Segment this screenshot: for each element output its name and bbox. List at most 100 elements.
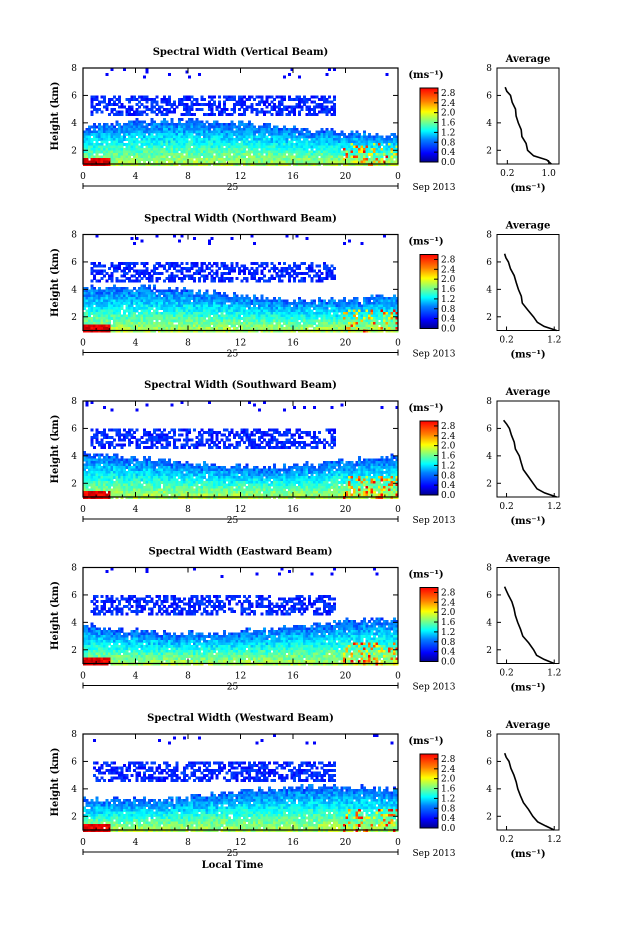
profile-x-label: (ms⁻¹) bbox=[510, 183, 545, 194]
profile-y-tick-label: 4 bbox=[486, 119, 492, 129]
colorbar-tick-label: 2.8 bbox=[441, 255, 456, 265]
profile-y-tick-label: 6 bbox=[486, 757, 492, 767]
y-tick-label: 4 bbox=[71, 785, 77, 795]
x-tick-label: 8 bbox=[185, 505, 191, 515]
x-axis-label: Local Time bbox=[202, 860, 264, 871]
x-tick-label: 20 bbox=[340, 672, 352, 682]
profile-x-label: (ms⁻¹) bbox=[510, 683, 545, 694]
colorbar bbox=[419, 254, 439, 329]
profile-x-tick-label: 1.2 bbox=[547, 336, 561, 346]
colorbar-tick-label: 0.0 bbox=[441, 658, 456, 668]
profile-line bbox=[502, 419, 557, 498]
date-label: Sep 2013 bbox=[412, 350, 455, 360]
colorbar-tick-label: 0.8 bbox=[441, 138, 456, 148]
profile-frame bbox=[496, 67, 560, 165]
colorbar-tick-label: 0.4 bbox=[441, 481, 456, 491]
x-tick-label: 8 bbox=[185, 838, 191, 848]
profile-title: Average bbox=[505, 554, 551, 565]
y-tick-label: 4 bbox=[71, 618, 77, 628]
y-tick-label: 6 bbox=[71, 91, 77, 101]
x-tick-label: 12 bbox=[235, 672, 246, 682]
x-tick-label: 4 bbox=[133, 505, 139, 515]
x-tick-label: 8 bbox=[185, 339, 191, 349]
profile-y-tick-label: 4 bbox=[486, 285, 492, 295]
y-tick-label: 2 bbox=[71, 812, 77, 822]
profile-y-tick-label: 6 bbox=[486, 424, 492, 434]
date-label: Sep 2013 bbox=[412, 516, 455, 526]
profile-title: Average bbox=[505, 221, 551, 232]
x-tick-label: 0 bbox=[80, 672, 86, 682]
x-tick-label: 0 bbox=[80, 339, 86, 349]
y-axis-label: Height (km) bbox=[50, 748, 61, 817]
x-tick-label: 12 bbox=[235, 172, 246, 182]
x-tick-label: 4 bbox=[133, 172, 139, 182]
colorbar-tick-label: 0.8 bbox=[441, 305, 456, 315]
y-tick-label: 6 bbox=[71, 258, 77, 268]
y-tick-label: 4 bbox=[71, 285, 77, 295]
colorbar-tick-label: 2.4 bbox=[441, 765, 456, 775]
colorbar-tick-label: 0.0 bbox=[441, 325, 456, 335]
day-label: 25 bbox=[227, 849, 239, 859]
colorbar-tick-label: 0.8 bbox=[441, 471, 456, 481]
y-tick-label: 2 bbox=[71, 313, 77, 323]
y-tick-label: 8 bbox=[71, 231, 77, 241]
profile-frame bbox=[496, 567, 560, 664]
profile-y-tick-label: 6 bbox=[486, 91, 492, 101]
colorbar bbox=[419, 87, 439, 163]
date-label: Sep 2013 bbox=[412, 849, 455, 859]
profile-line bbox=[504, 86, 552, 165]
colorbar-tick-label: 0.0 bbox=[441, 491, 456, 501]
colorbar-tick-label: 2.4 bbox=[441, 265, 456, 275]
x-tick-label: 0 bbox=[395, 172, 401, 182]
colorbar bbox=[419, 753, 439, 829]
profile-y-tick-label: 2 bbox=[486, 313, 492, 323]
colorbar-tick-label: 1.2 bbox=[441, 128, 455, 138]
y-tick-label: 6 bbox=[71, 424, 77, 434]
colorbar-tick-label: 0.4 bbox=[441, 648, 456, 658]
x-tick-label: 0 bbox=[395, 339, 401, 349]
colorbar-tick-label: 0.8 bbox=[441, 804, 456, 814]
x-tick-label: 0 bbox=[80, 172, 86, 182]
profile-y-tick-label: 2 bbox=[486, 646, 492, 656]
x-tick-label: 16 bbox=[287, 172, 299, 182]
y-tick-label: 4 bbox=[71, 119, 77, 129]
profile-title: Average bbox=[505, 720, 551, 731]
colorbar bbox=[419, 587, 439, 662]
colorbar-tick-label: 2.4 bbox=[441, 99, 456, 109]
profile-x-tick-label: 0.2 bbox=[499, 336, 513, 346]
profile-y-tick-label: 8 bbox=[486, 730, 492, 740]
colorbar-tick-label: 0.0 bbox=[441, 158, 456, 168]
heatmap-cells bbox=[83, 68, 399, 166]
panel-2: Spectral Width (Southward Beam)0 4 8 12 16 20… bbox=[50, 380, 561, 527]
profile-x-tick-label: 1.0 bbox=[542, 169, 557, 179]
date-label: Sep 2013 bbox=[412, 183, 455, 193]
colorbar-tick-label: 1.6 bbox=[441, 452, 456, 462]
y-tick-label: 8 bbox=[71, 64, 77, 74]
x-tick-label: 20 bbox=[340, 505, 352, 515]
colorbar-unit: (ms⁻¹) bbox=[408, 237, 443, 248]
colorbar-tick-label: 0.4 bbox=[441, 315, 456, 325]
profile-line bbox=[503, 253, 557, 332]
panel-0: Spectral Width (Vertical Beam)0 4 8 12 16 20 0… bbox=[50, 47, 560, 194]
x-tick-label: 0 bbox=[80, 838, 86, 848]
x-tick-label: 16 bbox=[287, 672, 299, 682]
x-tick-label: 16 bbox=[287, 505, 299, 515]
x-tick-label: 4 bbox=[133, 838, 139, 848]
colorbar-tick-label: 1.6 bbox=[441, 785, 456, 795]
panel-title: Spectral Width (Southward Beam) bbox=[144, 380, 337, 391]
profile-frame bbox=[496, 400, 560, 498]
colorbar-tick-label: 2.4 bbox=[441, 598, 456, 608]
x-tick-label: 20 bbox=[340, 339, 352, 349]
profile-x-tick-label: 1.2 bbox=[547, 669, 561, 679]
panel-title: Spectral Width (Northward Beam) bbox=[144, 214, 337, 225]
panel-4: Spectral Width (Westward Beam)0 4 8 12 16 20 0… bbox=[50, 713, 561, 871]
x-tick-label: 0 bbox=[80, 505, 86, 515]
colorbar-tick-label: 1.2 bbox=[441, 794, 455, 804]
panel-title: Spectral Width (Eastward Beam) bbox=[148, 547, 332, 558]
colorbar-tick-label: 2.0 bbox=[441, 109, 456, 119]
colorbar-unit: (ms⁻¹) bbox=[408, 70, 443, 81]
colorbar-unit: (ms⁻¹) bbox=[408, 403, 443, 414]
panel-title: Spectral Width (Vertical Beam) bbox=[153, 47, 329, 58]
colorbar-tick-label: 2.4 bbox=[441, 432, 456, 442]
